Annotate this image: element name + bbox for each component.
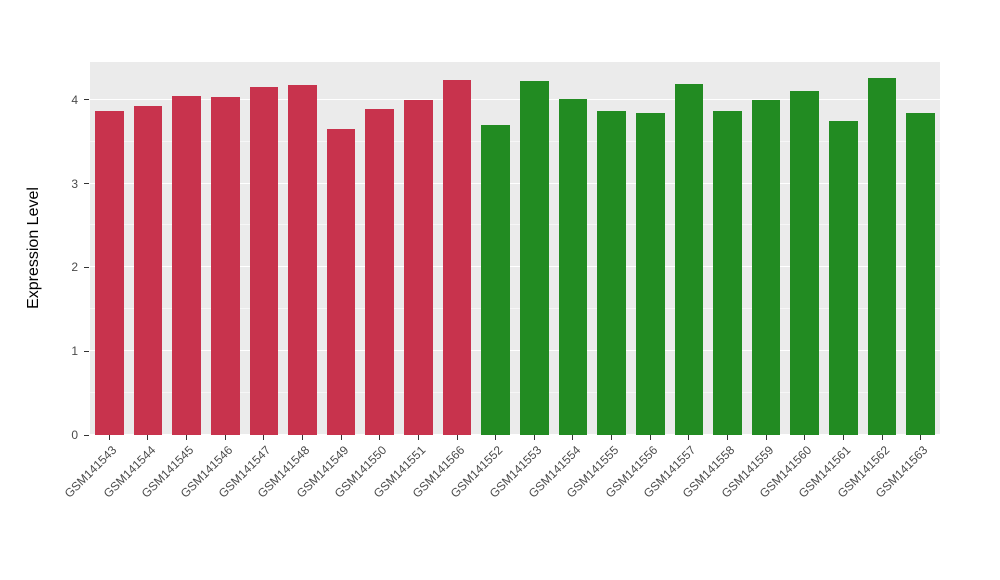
x-tick-mark <box>263 435 265 440</box>
x-tick-mark <box>611 435 613 440</box>
x-tick-mark <box>108 435 110 440</box>
bar-GSM141556 <box>635 113 665 435</box>
y-axis-title: Expression Level <box>25 187 42 309</box>
x-tick-mark <box>842 435 844 440</box>
x-tick-mark <box>495 435 497 440</box>
y-tick-mark <box>84 266 89 268</box>
x-tick-mark <box>147 435 149 440</box>
x-tick-mark <box>379 435 381 440</box>
bar-GSM141551 <box>404 99 433 435</box>
x-tick-mark <box>533 435 535 440</box>
gridline-minor <box>90 140 940 142</box>
x-tick-mark <box>920 435 922 440</box>
y-tick-mark <box>84 183 89 185</box>
x-tick-mark <box>804 435 806 440</box>
bar-GSM141563 <box>906 113 935 435</box>
bar-GSM141566 <box>442 79 472 435</box>
gridline-minor <box>90 308 940 310</box>
y-tick-label: 0 <box>71 428 78 442</box>
x-tick-mark <box>224 435 226 440</box>
bar-GSM141557 <box>674 83 704 435</box>
bar-GSM141545 <box>172 96 201 435</box>
bar-GSM141554 <box>558 98 588 435</box>
bar-GSM141550 <box>365 108 395 435</box>
y-tick-mark <box>84 434 89 436</box>
bar-GSM141549 <box>326 129 356 435</box>
bar-GSM141548 <box>288 85 317 435</box>
x-tick-mark <box>417 435 419 440</box>
x-tick-mark <box>572 435 574 440</box>
bar-GSM141558 <box>713 111 742 435</box>
bar-GSM141555 <box>597 110 626 435</box>
bar-GSM141553 <box>520 81 549 435</box>
bar-GSM141559 <box>751 99 781 435</box>
x-tick-mark <box>727 435 728 440</box>
x-tick-mark <box>302 435 303 440</box>
gridline-major <box>90 266 940 268</box>
gridline-major <box>90 98 940 100</box>
bar-GSM141560 <box>790 90 820 435</box>
x-tick-mark <box>456 435 458 440</box>
gridline-minor <box>90 392 940 394</box>
bar-GSM141552 <box>481 124 510 435</box>
x-tick-mark <box>186 435 188 440</box>
x-tick-mark <box>649 435 651 440</box>
y-tick-label: 1 <box>71 344 78 359</box>
x-tick-mark <box>688 435 690 440</box>
x-tick-mark <box>881 435 883 440</box>
y-tick-label: 2 <box>71 260 78 275</box>
y-tick-label: 3 <box>71 176 78 191</box>
x-tick-mark <box>765 435 767 440</box>
bar-GSM141562 <box>867 77 897 435</box>
gridline-major <box>90 182 940 184</box>
plot-panel <box>90 62 940 435</box>
bar-GSM141547 <box>249 87 279 435</box>
bar-GSM141546 <box>210 97 240 435</box>
y-tick-mark <box>84 350 89 352</box>
y-tick-label: 4 <box>71 92 78 107</box>
gridline-major <box>90 434 940 435</box>
gridline-minor <box>90 224 940 226</box>
bar-GSM141543 <box>95 111 124 435</box>
y-tick-mark <box>84 99 89 101</box>
bar-GSM141544 <box>133 105 163 435</box>
x-tick-mark <box>340 435 342 440</box>
bar-GSM141561 <box>829 120 858 435</box>
gridline-major <box>90 350 940 352</box>
